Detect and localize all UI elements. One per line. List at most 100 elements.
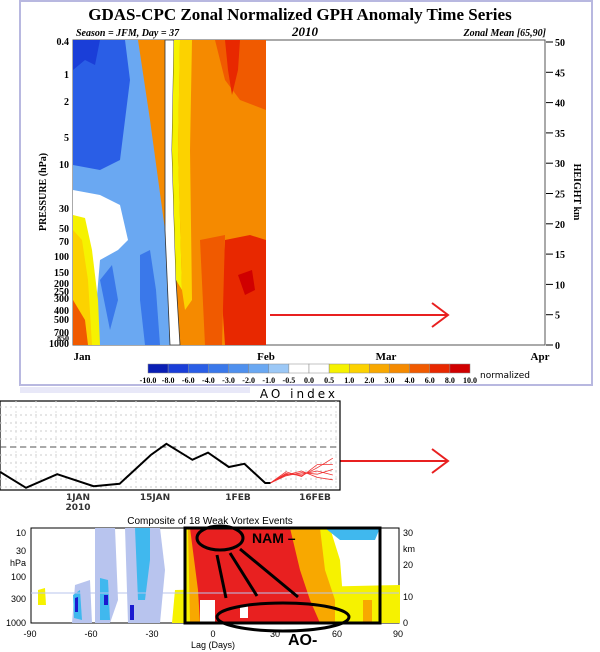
ao-forecast-member [270, 464, 333, 484]
month-tick: Jan [73, 351, 90, 363]
ao-index-plot [0, 400, 341, 491]
top-chart-title: GDAS-CPC Zonal Normalized GPH Anomaly Ti… [88, 5, 512, 24]
colorbar-swatch [429, 363, 451, 374]
pressure-tick: 5 [64, 133, 69, 144]
colorbar-label: -4.0 [202, 376, 215, 385]
pressure-tick: 100 [54, 252, 69, 263]
lag-axis-label: Lag (Days) [191, 640, 235, 650]
month-axis: Jan Feb Mar Apr [73, 351, 549, 363]
height-tick: 15 [555, 250, 565, 261]
lag-tick: -30 [145, 629, 158, 639]
pressure-tick: 500 [54, 315, 69, 326]
forecast-arrow-icon [270, 302, 450, 328]
colorbar-label: 6.0 [425, 376, 435, 385]
ao-x-tick: 15JAN [140, 493, 170, 503]
hpa-tick: 300 [11, 594, 26, 604]
pressure-tick: 400 [54, 306, 69, 317]
colorbar-label: 4.0 [405, 376, 415, 385]
colorbar-label: 0.5 [324, 376, 334, 385]
colorbar-swatch [188, 363, 209, 374]
lag-tick: 90 [393, 629, 403, 639]
year-label: 2010 [291, 24, 319, 39]
ao-x-tick-year: 2010 [65, 503, 90, 513]
pressure-axis-label: PRESSURE (hPa) [38, 153, 49, 231]
height-tick: 35 [555, 129, 565, 140]
nam-annotation: NAM – [252, 530, 296, 546]
colorbar-swatch [349, 363, 370, 374]
month-tick: Apr [531, 351, 550, 363]
height-tick: 20 [555, 220, 565, 231]
lag-tick: 60 [332, 629, 342, 639]
lag-tick: -60 [84, 629, 97, 639]
composite-title: Composite of 18 Weak Vortex Events [127, 516, 292, 527]
colorbar-label: 3.0 [385, 376, 395, 385]
height-tick: 30 [555, 159, 565, 170]
hpa-axis-label: hPa [10, 558, 26, 568]
contour-band-neg-strong [73, 40, 130, 170]
colorbar-label: -3.0 [222, 376, 235, 385]
pressure-axis: 0.4 1 2 5 10 30 50 70 100 150 200 250 30… [38, 37, 69, 350]
pressure-tick: 700 [54, 328, 69, 339]
height-tick: 25 [555, 190, 565, 201]
ao-observed-line [0, 442, 271, 489]
pressure-tick: 30 [59, 204, 69, 215]
colorbar-swatch [389, 363, 410, 374]
colorbar-swatch [208, 363, 229, 374]
colorbar-swatch [328, 363, 350, 374]
km-tick: 10 [403, 592, 413, 602]
ao-forecast-member [270, 470, 333, 484]
lag-tick: 0 [210, 629, 215, 639]
pressure-tick: 10 [59, 160, 69, 171]
ao-x-tick: 16FEB [299, 493, 331, 503]
colorbar-label: 1.0 [344, 376, 354, 385]
colorbar-label: -10.0 [140, 376, 157, 385]
colorbar-label: -1.0 [262, 376, 275, 385]
pressure-tick: 50 [59, 224, 69, 235]
height-tick: 5 [555, 311, 560, 322]
zonal-mean-label: Zonal Mean [65,90] [463, 28, 547, 39]
pressure-tick: 1000 [49, 339, 69, 350]
pressure-tick: 70 [59, 237, 69, 248]
pressure-tick: 2 [64, 97, 69, 108]
pressure-tick: 850 [57, 334, 69, 343]
nam-ellipse [195, 524, 245, 552]
ao-annotation: AO- [288, 632, 317, 649]
colorbar-swatch [268, 363, 290, 374]
pressure-tick: 1 [64, 70, 69, 81]
hpa-tick: 10 [16, 528, 26, 538]
colorbar-label: 0.0 [304, 376, 314, 385]
pressure-tick: 250 [54, 287, 69, 298]
ao-x-axis: 1JAN 2010 15JAN 1FEB 16FEB [65, 493, 331, 513]
km-tick: 0 [403, 618, 408, 628]
colorbar-label: -0.5 [283, 376, 296, 385]
colorbar: -10.0 -8.0 -6.0 -4.0 -3.0 -2.0 -1.0 -0.5 0.0 0.5 1… [140, 363, 477, 385]
km-axis-label: km [403, 544, 415, 554]
lag-tick: -90 [23, 629, 36, 639]
composite-contours [30, 524, 400, 633]
colorbar-swatch [147, 363, 169, 374]
height-tick: 10 [555, 280, 565, 291]
colorbar-swatch [369, 363, 390, 374]
colorbar-unit: normalized [480, 371, 530, 381]
height-tick: 50 [555, 38, 565, 49]
season-label: Season = JFM, Day = 37 [76, 28, 180, 39]
colorbar-swatch [449, 363, 471, 374]
colorbar-label: -2.0 [242, 376, 255, 385]
month-tick: Feb [257, 351, 275, 363]
km-tick: 30 [403, 528, 413, 538]
height-tick: 40 [555, 99, 565, 110]
ao-index-title: AO index [260, 387, 338, 401]
hpa-tick: 100 [11, 572, 26, 582]
pressure-tick: 150 [54, 268, 69, 279]
height-axis-label: HEIGHT km [571, 164, 582, 221]
pressure-tick: 0.4 [57, 37, 70, 48]
hpa-tick: 1000 [6, 618, 26, 628]
colorbar-swatch [248, 363, 269, 374]
month-tick: Mar [376, 351, 397, 363]
colorbar-label: 10.0 [463, 376, 477, 385]
hpa-tick: 30 [16, 546, 26, 556]
colorbar-swatch [288, 363, 310, 374]
height-tick: 0 [555, 341, 560, 352]
